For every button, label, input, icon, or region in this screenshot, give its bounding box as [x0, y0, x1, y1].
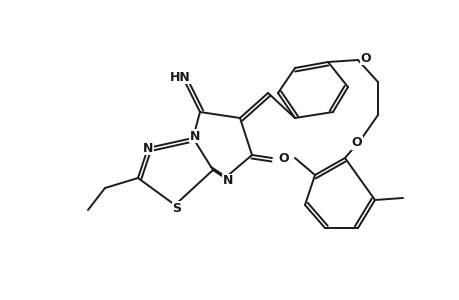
Text: O: O [351, 136, 362, 149]
Text: N: N [142, 142, 153, 154]
Text: O: O [360, 52, 370, 64]
Text: N: N [190, 130, 200, 142]
Text: N: N [222, 175, 233, 188]
Text: O: O [278, 152, 289, 164]
Text: S: S [172, 202, 181, 214]
Text: HN: HN [169, 70, 190, 83]
